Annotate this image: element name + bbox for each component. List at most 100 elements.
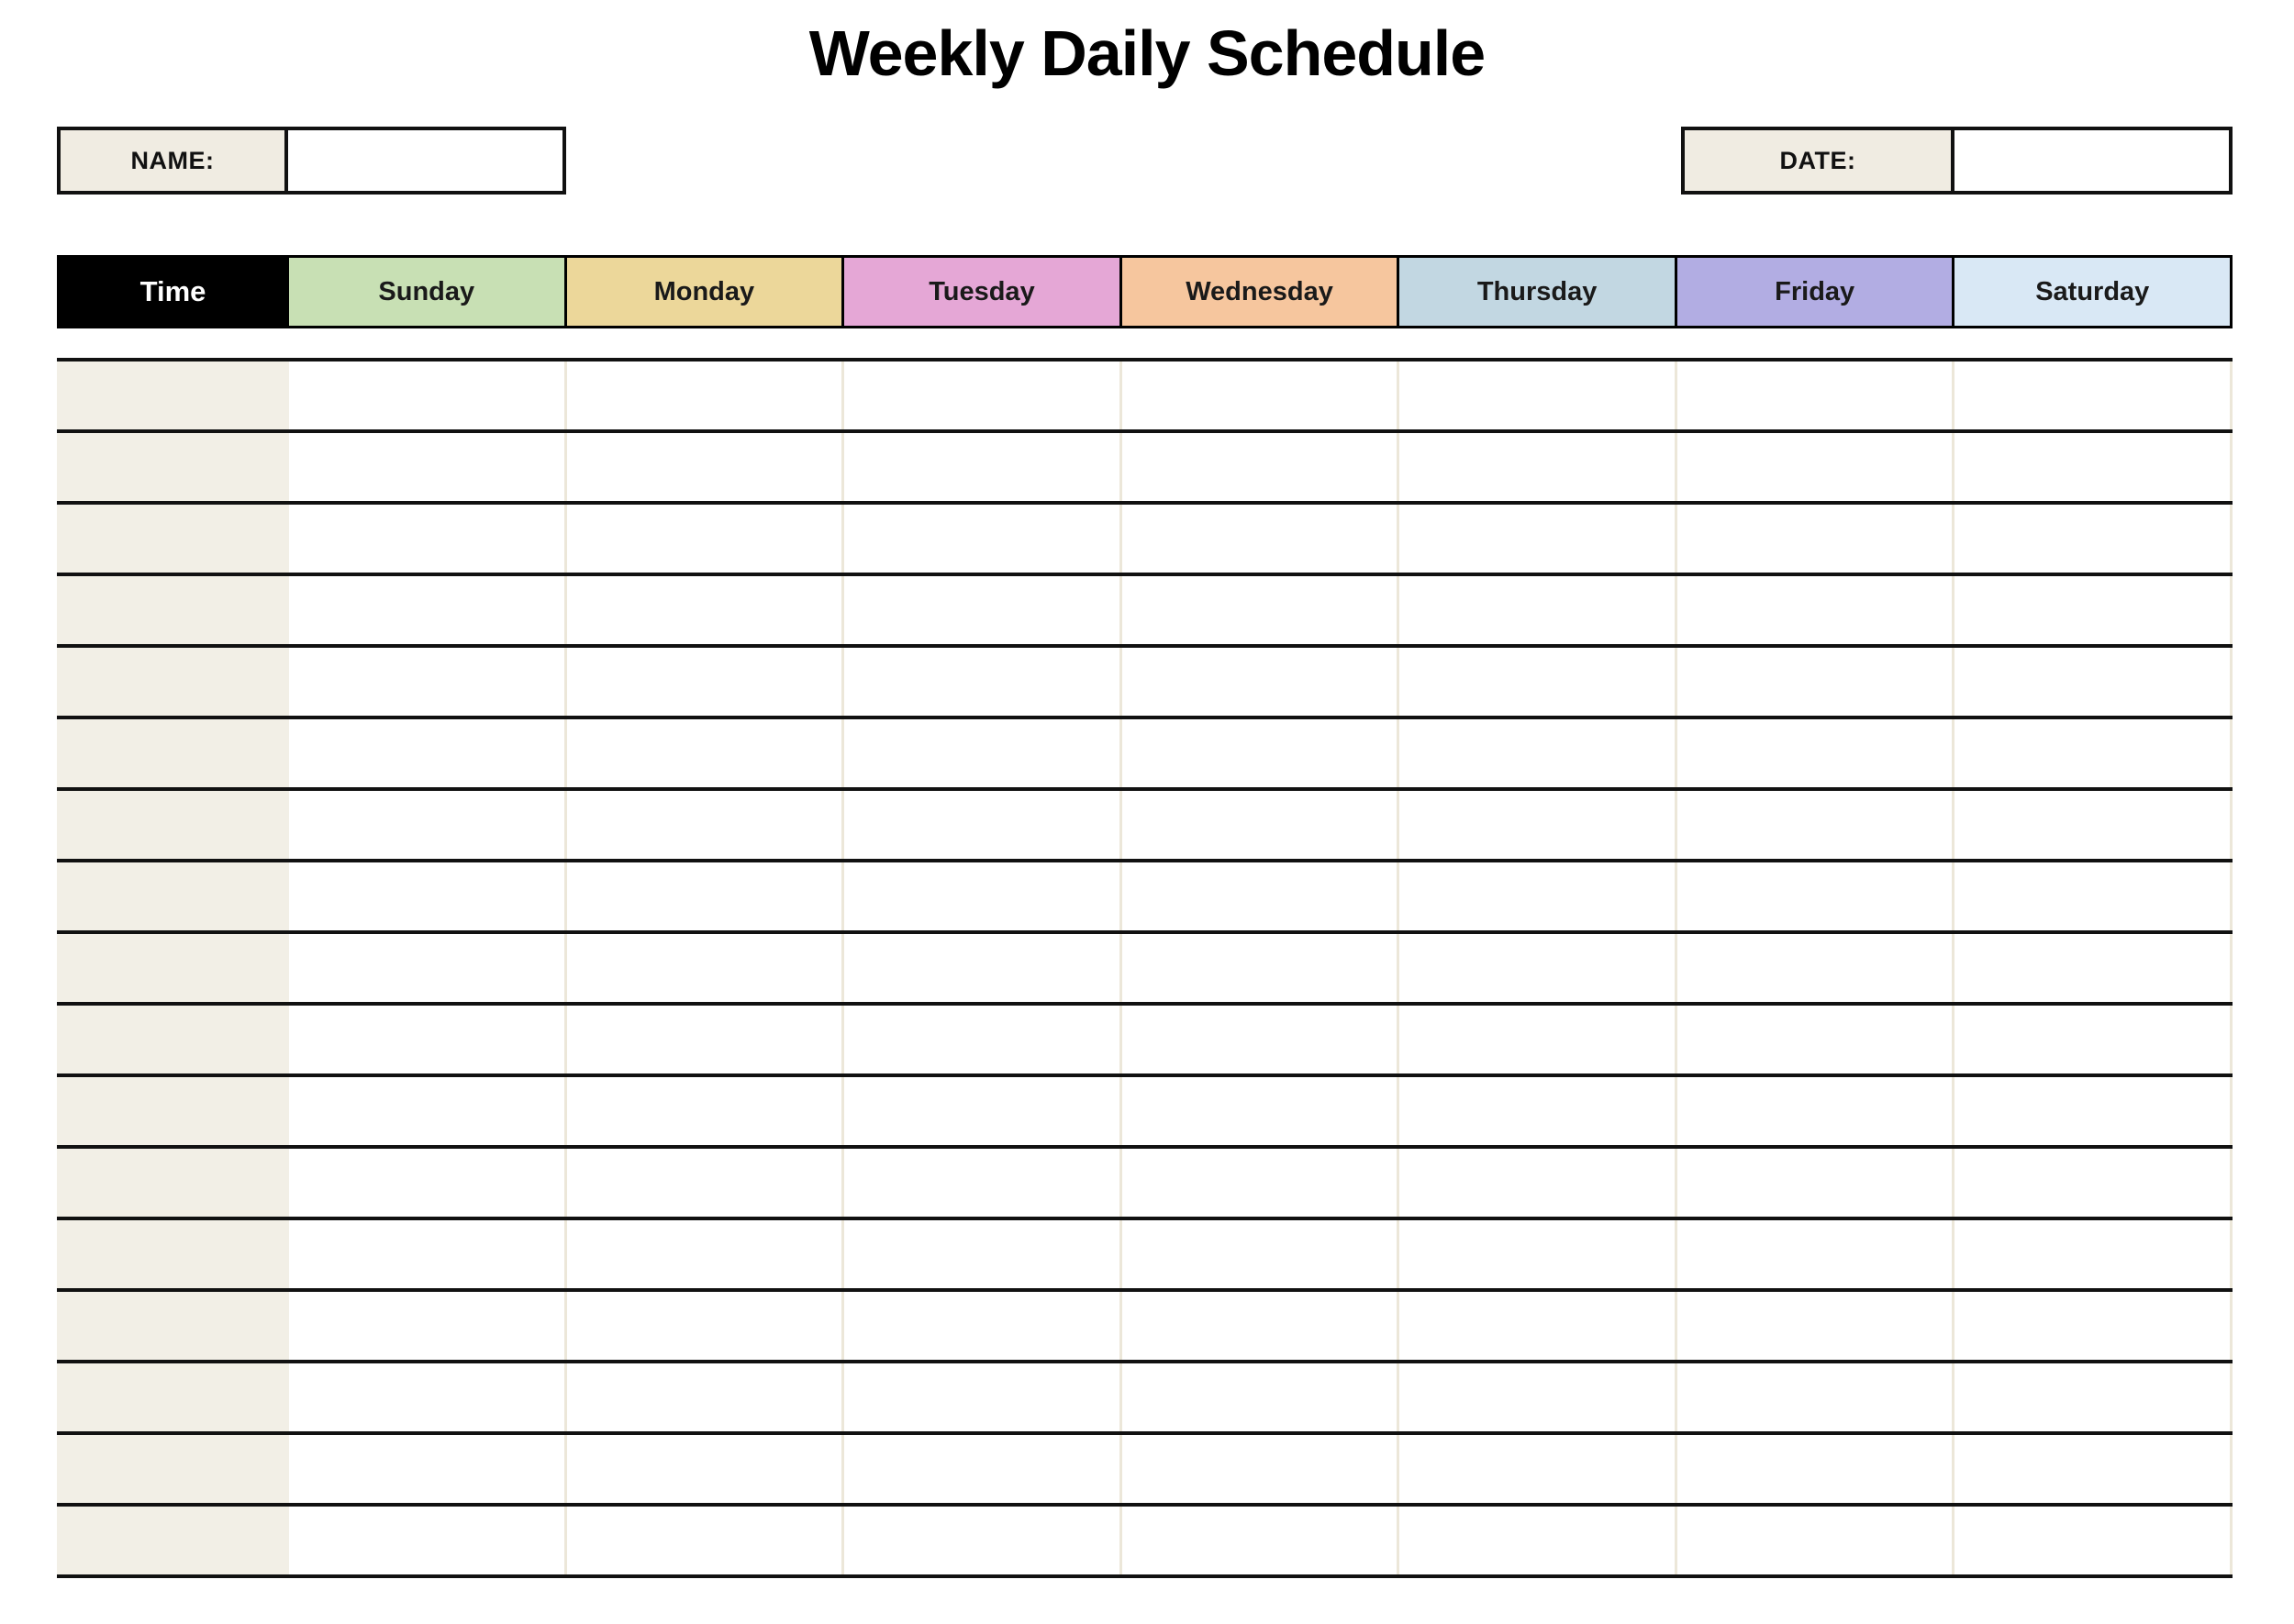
schedule-cell-wednesday[interactable]: [1121, 505, 1400, 573]
schedule-cell-monday[interactable]: [566, 862, 845, 930]
schedule-cell-monday[interactable]: [566, 1077, 845, 1145]
schedule-cell-friday[interactable]: [1676, 791, 1955, 859]
schedule-cell-friday[interactable]: [1676, 862, 1955, 930]
schedule-cell-friday[interactable]: [1676, 648, 1955, 716]
schedule-cell-sunday[interactable]: [289, 1292, 567, 1360]
schedule-cell-monday[interactable]: [566, 1292, 845, 1360]
schedule-cell-friday[interactable]: [1676, 1077, 1955, 1145]
schedule-cell-wednesday[interactable]: [1121, 648, 1400, 716]
time-cell[interactable]: [57, 433, 289, 501]
schedule-cell-wednesday[interactable]: [1121, 433, 1400, 501]
schedule-cell-saturday[interactable]: [1954, 433, 2233, 501]
schedule-cell-tuesday[interactable]: [844, 433, 1122, 501]
schedule-cell-thursday[interactable]: [1399, 576, 1677, 644]
schedule-cell-monday[interactable]: [566, 934, 845, 1002]
schedule-cell-friday[interactable]: [1676, 362, 1955, 429]
schedule-cell-monday[interactable]: [566, 362, 845, 429]
schedule-cell-sunday[interactable]: [289, 576, 567, 644]
schedule-cell-sunday[interactable]: [289, 648, 567, 716]
schedule-cell-sunday[interactable]: [289, 1220, 567, 1288]
time-cell[interactable]: [57, 362, 289, 429]
schedule-cell-friday[interactable]: [1676, 1363, 1955, 1431]
schedule-cell-wednesday[interactable]: [1121, 862, 1400, 930]
schedule-cell-tuesday[interactable]: [844, 934, 1122, 1002]
schedule-cell-thursday[interactable]: [1399, 862, 1677, 930]
schedule-cell-tuesday[interactable]: [844, 1149, 1122, 1217]
time-cell[interactable]: [57, 791, 289, 859]
schedule-cell-thursday[interactable]: [1399, 1077, 1677, 1145]
schedule-cell-sunday[interactable]: [289, 1363, 567, 1431]
schedule-cell-thursday[interactable]: [1399, 1435, 1677, 1503]
name-input[interactable]: [288, 130, 562, 191]
schedule-cell-wednesday[interactable]: [1121, 1507, 1400, 1574]
time-cell[interactable]: [57, 576, 289, 644]
schedule-cell-sunday[interactable]: [289, 719, 567, 787]
time-cell[interactable]: [57, 1006, 289, 1073]
schedule-cell-saturday[interactable]: [1954, 1292, 2233, 1360]
time-cell[interactable]: [57, 1077, 289, 1145]
schedule-cell-wednesday[interactable]: [1121, 719, 1400, 787]
time-cell[interactable]: [57, 1435, 289, 1503]
schedule-cell-thursday[interactable]: [1399, 505, 1677, 573]
time-cell[interactable]: [57, 648, 289, 716]
time-cell[interactable]: [57, 1292, 289, 1360]
time-cell[interactable]: [57, 934, 289, 1002]
schedule-cell-wednesday[interactable]: [1121, 1220, 1400, 1288]
schedule-cell-thursday[interactable]: [1399, 1292, 1677, 1360]
schedule-cell-monday[interactable]: [566, 1435, 845, 1503]
schedule-cell-monday[interactable]: [566, 1363, 845, 1431]
schedule-cell-thursday[interactable]: [1399, 1507, 1677, 1574]
schedule-cell-tuesday[interactable]: [844, 1077, 1122, 1145]
schedule-cell-monday[interactable]: [566, 791, 845, 859]
schedule-cell-sunday[interactable]: [289, 862, 567, 930]
schedule-cell-thursday[interactable]: [1399, 1363, 1677, 1431]
schedule-cell-monday[interactable]: [566, 433, 845, 501]
schedule-cell-saturday[interactable]: [1954, 719, 2233, 787]
schedule-cell-tuesday[interactable]: [844, 862, 1122, 930]
time-cell[interactable]: [57, 862, 289, 930]
schedule-cell-thursday[interactable]: [1399, 791, 1677, 859]
schedule-cell-saturday[interactable]: [1954, 576, 2233, 644]
schedule-cell-sunday[interactable]: [289, 362, 567, 429]
schedule-cell-tuesday[interactable]: [844, 791, 1122, 859]
schedule-cell-sunday[interactable]: [289, 791, 567, 859]
schedule-cell-thursday[interactable]: [1399, 719, 1677, 787]
schedule-cell-wednesday[interactable]: [1121, 576, 1400, 644]
schedule-cell-saturday[interactable]: [1954, 1149, 2233, 1217]
schedule-cell-wednesday[interactable]: [1121, 1435, 1400, 1503]
schedule-cell-saturday[interactable]: [1954, 1507, 2233, 1574]
schedule-cell-friday[interactable]: [1676, 1507, 1955, 1574]
schedule-cell-thursday[interactable]: [1399, 934, 1677, 1002]
schedule-cell-thursday[interactable]: [1399, 433, 1677, 501]
schedule-cell-monday[interactable]: [566, 1507, 845, 1574]
schedule-cell-friday[interactable]: [1676, 1006, 1955, 1073]
time-cell[interactable]: [57, 1220, 289, 1288]
schedule-cell-sunday[interactable]: [289, 1077, 567, 1145]
schedule-cell-friday[interactable]: [1676, 1292, 1955, 1360]
schedule-cell-saturday[interactable]: [1954, 1220, 2233, 1288]
schedule-cell-monday[interactable]: [566, 1149, 845, 1217]
schedule-cell-saturday[interactable]: [1954, 934, 2233, 1002]
schedule-cell-sunday[interactable]: [289, 1006, 567, 1073]
schedule-cell-monday[interactable]: [566, 719, 845, 787]
schedule-cell-friday[interactable]: [1676, 433, 1955, 501]
schedule-cell-saturday[interactable]: [1954, 791, 2233, 859]
schedule-cell-saturday[interactable]: [1954, 862, 2233, 930]
schedule-cell-tuesday[interactable]: [844, 1435, 1122, 1503]
schedule-cell-sunday[interactable]: [289, 1507, 567, 1574]
schedule-cell-sunday[interactable]: [289, 934, 567, 1002]
schedule-cell-wednesday[interactable]: [1121, 1292, 1400, 1360]
schedule-cell-friday[interactable]: [1676, 505, 1955, 573]
time-cell[interactable]: [57, 505, 289, 573]
schedule-cell-sunday[interactable]: [289, 433, 567, 501]
schedule-cell-sunday[interactable]: [289, 1149, 567, 1217]
schedule-cell-monday[interactable]: [566, 1220, 845, 1288]
schedule-cell-thursday[interactable]: [1399, 1220, 1677, 1288]
time-cell[interactable]: [57, 1149, 289, 1217]
schedule-cell-thursday[interactable]: [1399, 1149, 1677, 1217]
schedule-cell-tuesday[interactable]: [844, 505, 1122, 573]
schedule-cell-tuesday[interactable]: [844, 1292, 1122, 1360]
schedule-cell-friday[interactable]: [1676, 1220, 1955, 1288]
schedule-cell-tuesday[interactable]: [844, 1006, 1122, 1073]
schedule-cell-tuesday[interactable]: [844, 648, 1122, 716]
